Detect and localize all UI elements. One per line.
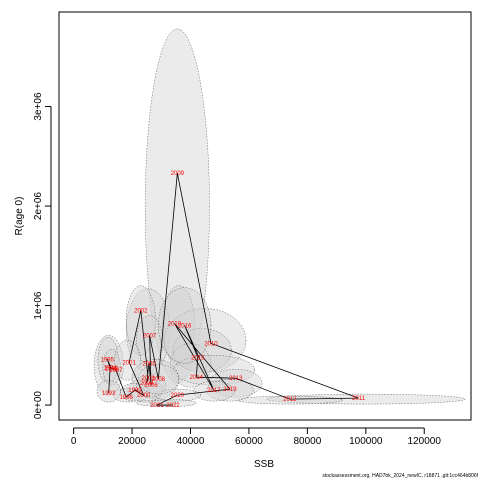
confidence-ellipse — [136, 399, 178, 407]
year-label: 1997 — [109, 368, 123, 374]
year-label: 2014 — [190, 375, 204, 381]
year-label: 2010 — [204, 341, 218, 347]
year-label: 2005 — [142, 361, 156, 367]
confidence-ellipse — [162, 285, 196, 366]
confidence-ellipse — [144, 28, 210, 384]
year-label: 1993 — [102, 391, 116, 397]
confidence-ellipse — [206, 378, 254, 402]
confidence-ellipse — [125, 285, 156, 356]
year-label: 2001 — [122, 360, 136, 366]
y-tick-label: 3e+06 — [33, 92, 44, 121]
year-label: 2018 — [168, 321, 182, 327]
x-axis-title: SSB — [254, 459, 274, 470]
confidence-ellipse — [236, 395, 343, 405]
confidence-ellipse — [102, 349, 121, 386]
footer-credit: stockassessment.org, HAD7bk_2024_newIC, … — [322, 473, 478, 479]
year-label: 2000 — [137, 393, 151, 399]
x-tick-label: 80000 — [293, 436, 321, 447]
trajectory-polyline — [106, 173, 359, 406]
year-label: 2006 — [144, 383, 158, 389]
plot-frame — [58, 11, 472, 421]
year-label: 2007 — [143, 333, 157, 339]
confidence-ellipse — [114, 340, 142, 381]
year-label: 2020 — [171, 393, 185, 399]
year-label: 2015 — [191, 355, 205, 361]
year-label: 2009 — [171, 171, 185, 177]
y-tick-label: 1e+06 — [33, 291, 44, 320]
year-label: 2008 — [152, 377, 166, 383]
x-tick-label: 100000 — [349, 436, 383, 447]
year-label: 2019 — [223, 387, 237, 393]
y-tick-label: 2e+06 — [33, 192, 44, 221]
x-tick-label: 0 — [71, 436, 77, 447]
year-label: 2022 — [166, 403, 180, 409]
confidence-ellipse — [266, 393, 466, 405]
year-label: 1996 — [105, 366, 119, 372]
year-label: 2021 — [150, 403, 164, 409]
x-axis: 0 20000 40000 60000 80000 100000 120000 — [71, 427, 442, 447]
y-axis: 0e+00 1e+06 2e+06 3e+06 — [33, 92, 52, 420]
x-tick-label: 120000 — [408, 436, 442, 447]
year-label: 2016 — [178, 323, 192, 329]
y-axis-title: R(age 0) — [14, 197, 25, 236]
trajectory-line — [106, 173, 359, 406]
year-label: 2002 — [134, 309, 148, 315]
year-label: 2013 — [229, 376, 243, 382]
year-label: 2011 — [352, 396, 366, 402]
year-label: 1995 — [101, 357, 115, 363]
year-label: 2012 — [283, 397, 297, 403]
year-label: 2017 — [207, 388, 221, 394]
confidence-ellipse — [93, 335, 124, 396]
year-label: 2003 — [141, 376, 155, 382]
x-tick-label: 40000 — [177, 436, 205, 447]
year-label: 1994 — [103, 365, 117, 371]
year-label: 1998 — [120, 395, 134, 401]
x-tick-label: 20000 — [118, 436, 146, 447]
year-label: 2004 — [140, 381, 154, 387]
y-tick-label: 0e+00 — [33, 391, 44, 420]
year-label: 1999 — [128, 388, 142, 394]
x-tick-label: 60000 — [235, 436, 263, 447]
